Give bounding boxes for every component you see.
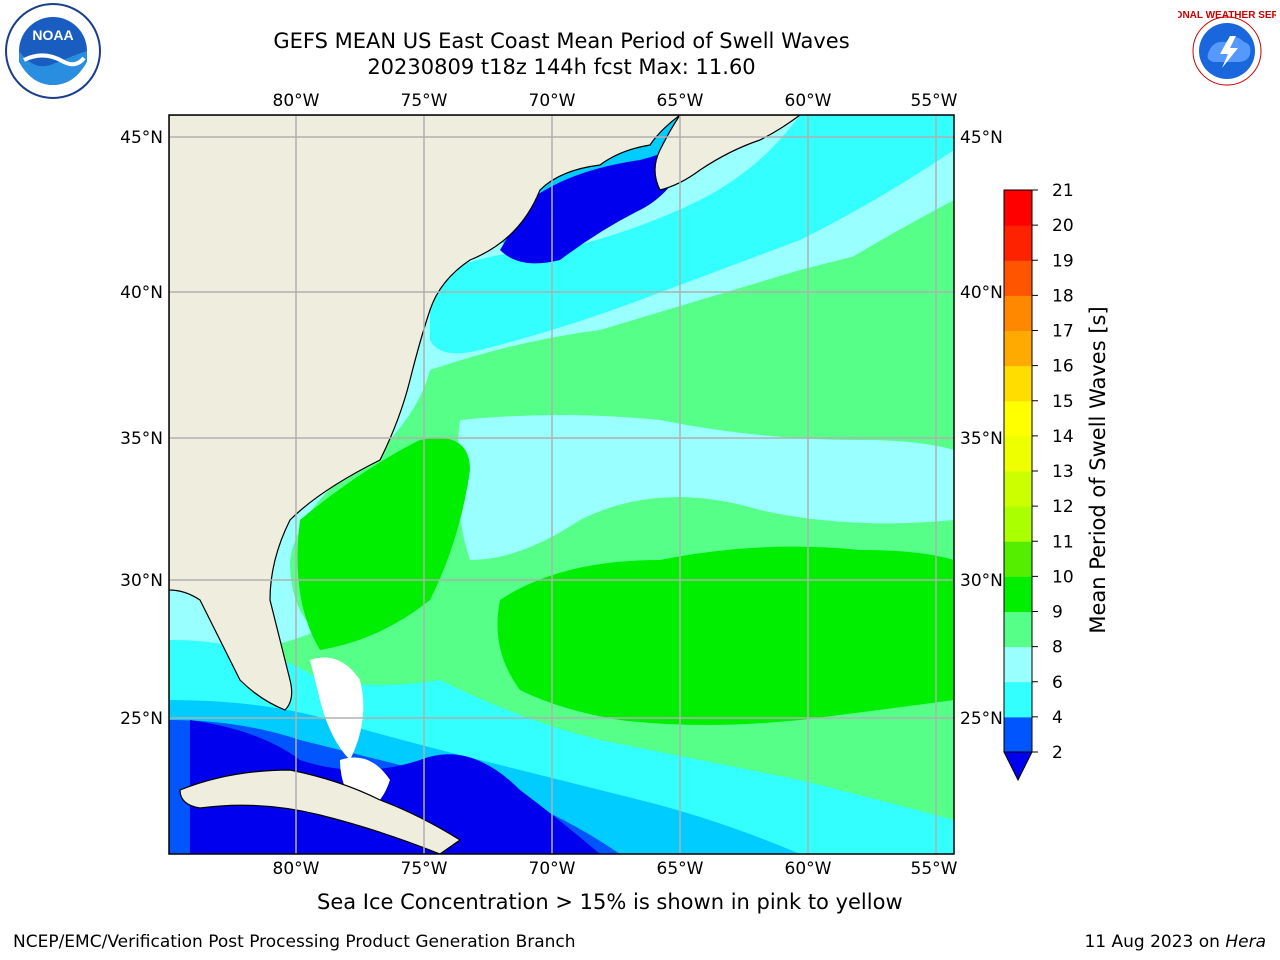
- lat-label-right: 45°N: [960, 128, 1003, 148]
- colorbar-segment: [1004, 681, 1032, 718]
- nws-logo: NATIONAL WEATHER SERVICE: [1152, 2, 1280, 100]
- colorbar-segment: [1004, 646, 1032, 683]
- colorbar-tick-label: 20: [1052, 216, 1074, 236]
- lat-label-left: 40°N: [120, 283, 163, 303]
- colorbar-segment: [1004, 400, 1032, 437]
- noaa-logo-text: NOAA: [32, 27, 73, 43]
- colorbar-under-triangle: [1003, 751, 1033, 782]
- colorbar-segment: [1004, 330, 1032, 367]
- footer-date: 11 Aug 2023 on Hera: [1084, 932, 1266, 952]
- lon-label-bottom: 55°W: [911, 859, 958, 879]
- colorbar-segment: [1004, 576, 1032, 612]
- footer-date-text: 11 Aug 2023 on: [1084, 932, 1226, 952]
- colorbar-tick-label: 15: [1052, 392, 1074, 412]
- lat-label-right: 25°N: [960, 709, 1003, 729]
- lon-label-top: 80°W: [273, 91, 320, 111]
- colorbar-segment: [1004, 295, 1032, 331]
- nws-logo-text: NATIONAL WEATHER SERVICE: [1178, 10, 1276, 21]
- colorbar-label: Mean Period of Swell Waves [s]: [1086, 306, 1110, 633]
- colorbar-segment: [1004, 225, 1032, 261]
- lon-label-bottom: 75°W: [401, 859, 448, 879]
- lon-label-top: 60°W: [785, 91, 832, 111]
- colorbar-tick-label: 12: [1052, 497, 1074, 517]
- colorbar-segment: [1004, 190, 1032, 226]
- footer-host: Hera: [1225, 932, 1266, 952]
- colorbar-segment: [1004, 611, 1032, 648]
- colorbar-segment: [1004, 435, 1032, 472]
- colorbar-tick-label: 18: [1052, 286, 1074, 306]
- lon-label-bottom: 80°W: [273, 859, 320, 879]
- lon-label-top: 65°W: [657, 91, 704, 111]
- colorbar-segment: [1004, 506, 1032, 542]
- lon-label-top: 75°W: [401, 91, 448, 111]
- colorbar-segment: [1004, 716, 1032, 753]
- lat-label-left: 30°N: [120, 571, 163, 591]
- lon-label-bottom: 65°W: [657, 859, 704, 879]
- footer-credit: NCEP/EMC/Verification Post Processing Pr…: [13, 932, 576, 952]
- colorbar-tick-label: 17: [1052, 322, 1074, 342]
- lat-label-right: 30°N: [960, 571, 1003, 591]
- noaa-logo: NOAA: [4, 2, 102, 100]
- map-gridlines: [169, 115, 954, 854]
- colorbar-segment: [1004, 260, 1032, 296]
- lat-label-right: 35°N: [960, 429, 1003, 449]
- lon-label-bottom: 60°W: [785, 859, 832, 879]
- colorbar-tick-label: 8: [1052, 638, 1063, 658]
- colorbar-tick-label: 21: [1052, 181, 1074, 201]
- lat-label-right: 40°N: [960, 283, 1003, 303]
- lon-label-top: 55°W: [911, 91, 958, 111]
- colorbar-tick-label: 6: [1052, 673, 1063, 693]
- colorbar-tick-label: 4: [1052, 708, 1063, 728]
- map-plot-area: [169, 115, 954, 854]
- colorbar-tick-label: 16: [1052, 357, 1074, 377]
- colorbar-segment: [1004, 365, 1032, 402]
- colorbar-tick-label: 2: [1052, 743, 1063, 763]
- land-cuba: [179, 769, 462, 854]
- sea-ice-note: Sea Ice Concentration > 15% is shown in …: [317, 890, 903, 914]
- colorbar-segment: [1004, 541, 1032, 577]
- lat-label-left: 45°N: [120, 128, 163, 148]
- colorbar-tick-label: 10: [1052, 567, 1074, 587]
- map-frame: [168, 114, 955, 855]
- colorbar-tick-label: 19: [1052, 251, 1074, 271]
- lon-label-bottom: 70°W: [529, 859, 576, 879]
- colorbar-tick-label: 14: [1052, 427, 1074, 447]
- lat-label-left: 25°N: [120, 709, 163, 729]
- chart-subtitle: 20230809 t18z 144h fcst Max: 11.60: [367, 55, 756, 79]
- chart-title: GEFS MEAN US East Coast Mean Period of S…: [273, 29, 850, 53]
- colorbar-tick-label: 13: [1052, 462, 1074, 482]
- colorbar-tick-label: 9: [1052, 603, 1063, 623]
- lon-label-top: 70°W: [529, 91, 576, 111]
- colorbar-segment: [1004, 471, 1032, 507]
- colorbar: 2 4 6 8 9 10 11 12 13 14 15 16 17 18 19 20 21: [1003, 181, 1074, 782]
- lat-label-left: 35°N: [120, 429, 163, 449]
- colorbar-tick-label: 11: [1052, 532, 1074, 552]
